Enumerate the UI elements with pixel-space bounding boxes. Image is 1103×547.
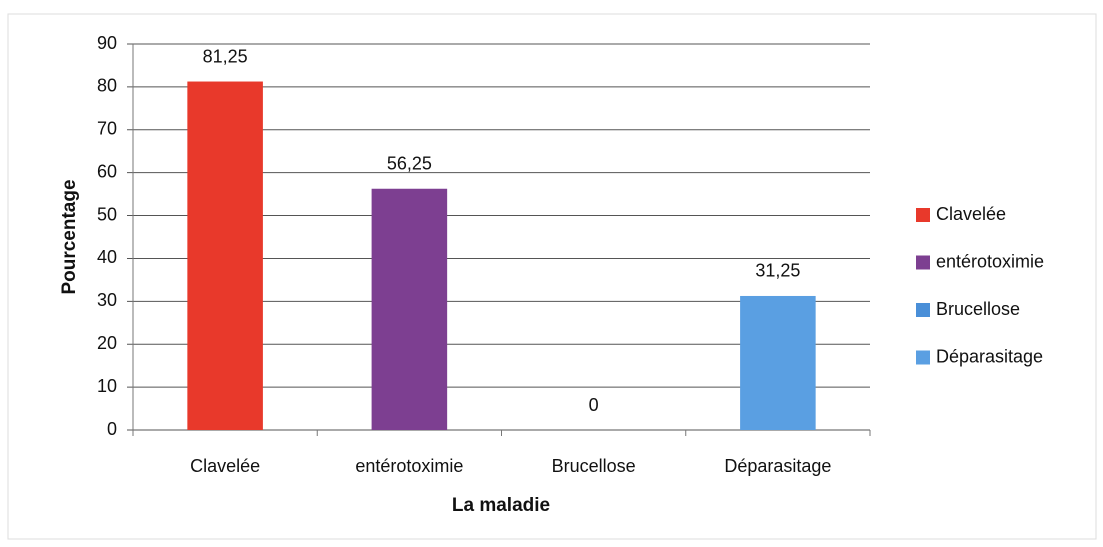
y-tick-label: 30 <box>97 290 117 310</box>
legend-label: Clavelée <box>936 204 1006 224</box>
y-tick-label: 60 <box>97 161 117 181</box>
y-tick-label: 20 <box>97 333 117 353</box>
y-tick-label: 70 <box>97 119 117 139</box>
y-tick-label: 50 <box>97 204 117 224</box>
y-tick-label: 80 <box>97 76 117 96</box>
data-label: 81,25 <box>203 46 248 66</box>
y-tick-label: 0 <box>107 419 117 439</box>
x-axis-title: La maladie <box>452 495 550 516</box>
x-tick-label: Déparasitage <box>724 456 831 476</box>
legend-label: Déparasitage <box>936 346 1043 366</box>
x-tick-label: entérotoximie <box>355 456 463 476</box>
legend-swatch <box>916 303 930 317</box>
y-tick-label: 40 <box>97 247 117 267</box>
x-tick-label: Clavelée <box>190 456 260 476</box>
data-label: 0 <box>589 395 599 415</box>
x-tick-label: Brucellose <box>552 456 636 476</box>
bar <box>371 188 448 430</box>
chart-border <box>7 13 1097 540</box>
legend-swatch <box>916 208 930 222</box>
bar <box>740 295 816 430</box>
y-axis-title: Pourcentage <box>59 179 80 294</box>
legend-swatch <box>916 255 930 270</box>
legend-swatch <box>916 350 930 365</box>
y-tick-label: 90 <box>97 33 117 53</box>
bar <box>187 81 263 431</box>
legend-label: Brucellose <box>936 299 1020 319</box>
data-label: 56,25 <box>387 154 432 174</box>
y-tick-label: 10 <box>97 376 117 396</box>
data-label: 31,25 <box>755 261 800 281</box>
legend-label: entérotoximie <box>936 251 1044 271</box>
